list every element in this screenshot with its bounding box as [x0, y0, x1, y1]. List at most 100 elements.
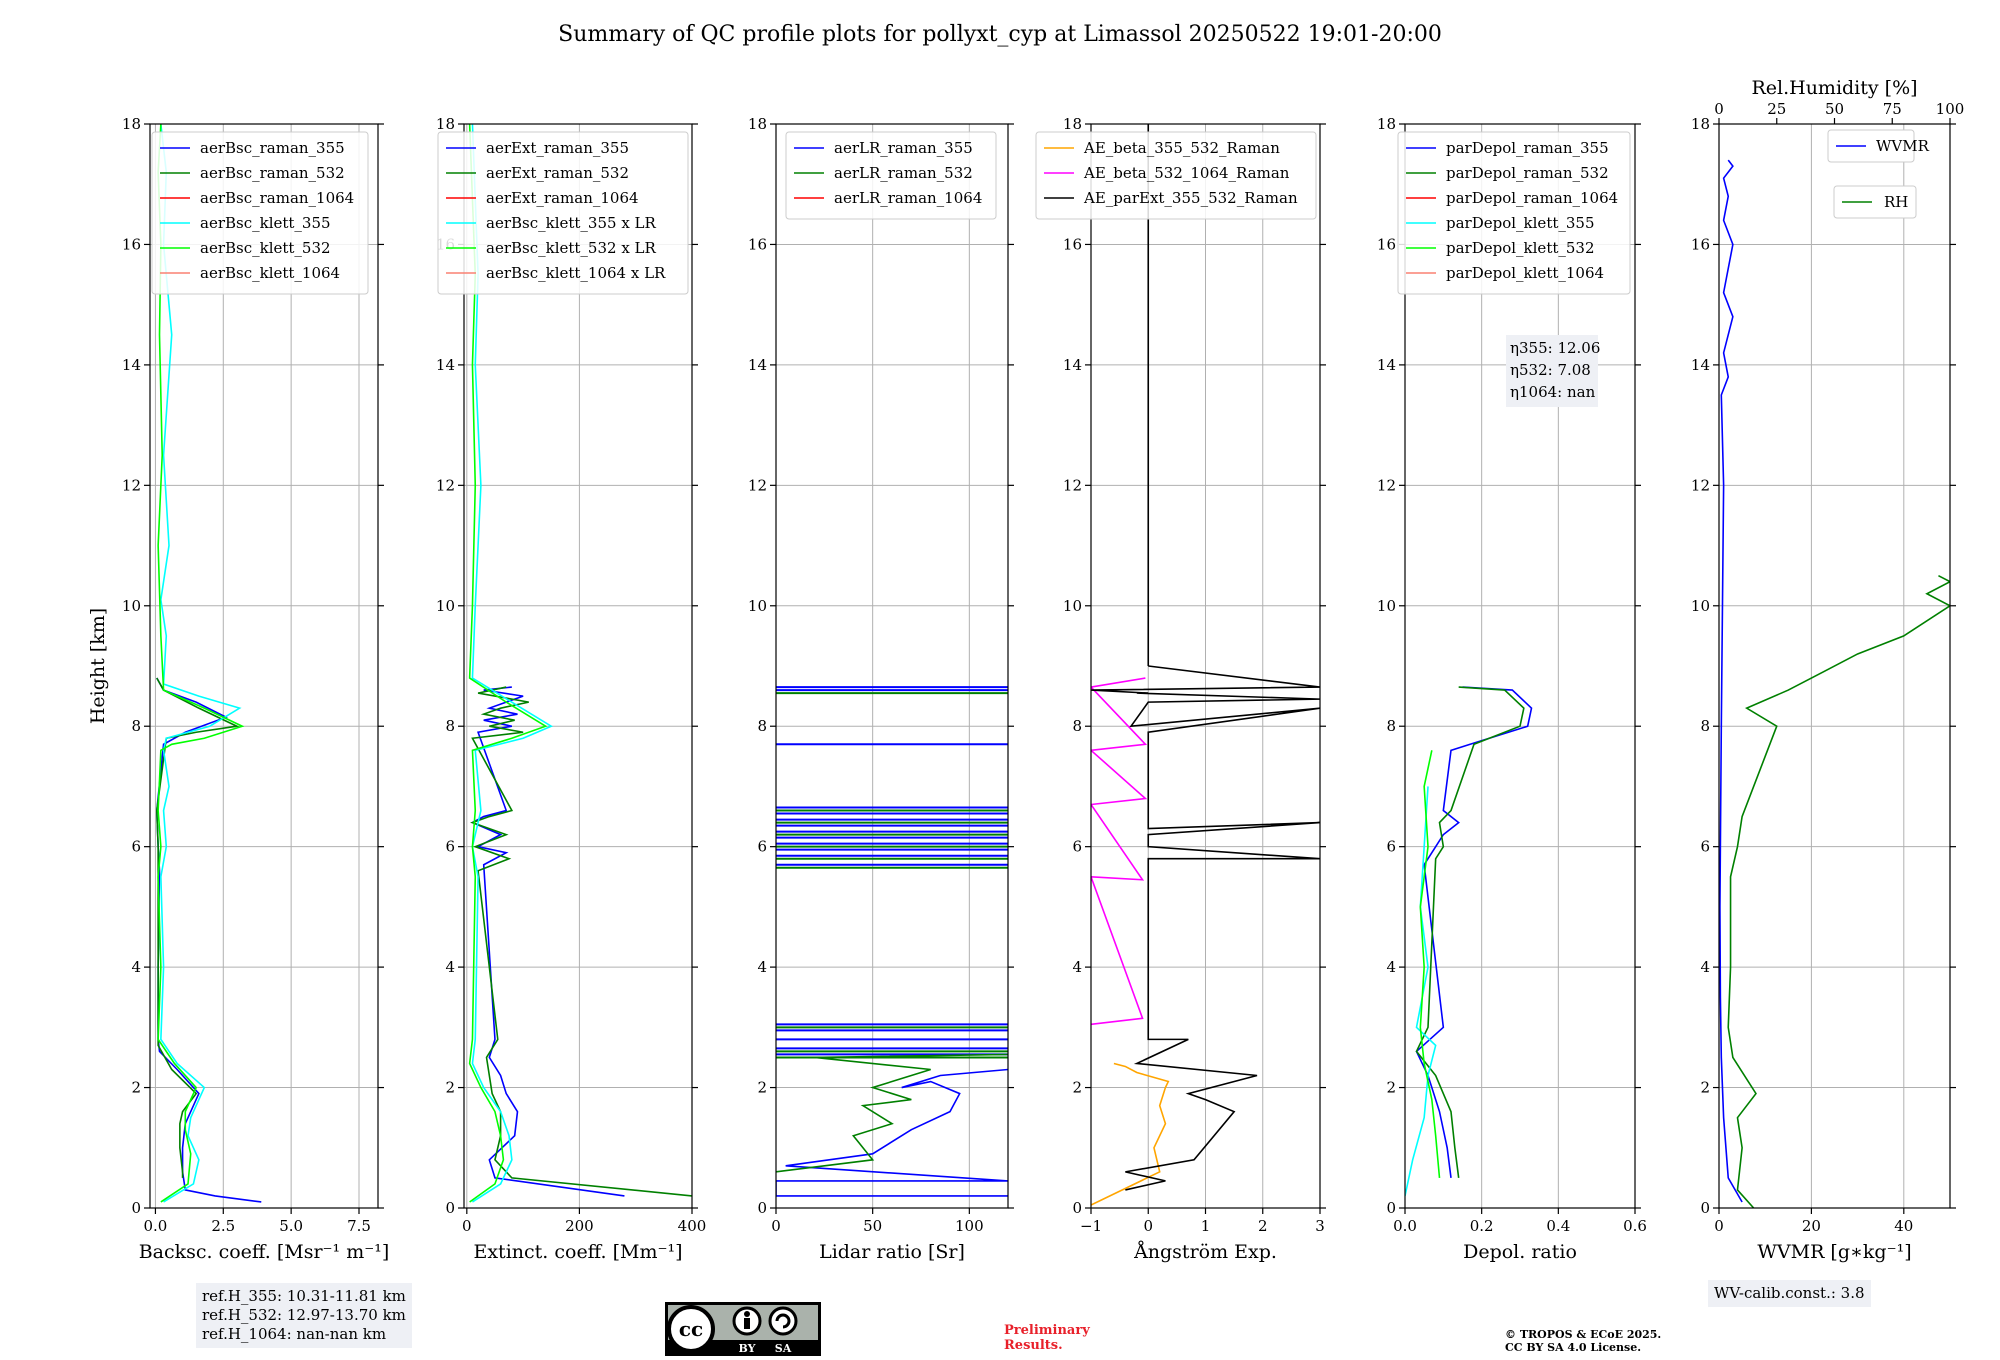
x-tick-label: 50: [863, 1217, 882, 1235]
y-tick-label: 16: [1691, 235, 1710, 253]
x-axis-label: Backsc. coeff. [Msr⁻¹ m⁻¹]: [139, 1241, 390, 1263]
copyright-line-2: CC BY SA 4.0 License.: [1505, 1341, 1642, 1354]
y-tick-label: 14: [1691, 356, 1710, 374]
y-tick-label: 10: [122, 597, 141, 615]
y-tick-label: 0: [1700, 1199, 1710, 1217]
plot-area: [1405, 686, 1533, 1197]
x-tick-label: 0.0: [143, 1217, 167, 1235]
legend-box: [785, 131, 997, 220]
y-tick-label: 12: [436, 476, 455, 494]
y-tick-label: 2: [445, 1079, 455, 1097]
legend-label: aerBsc_klett_355: [200, 214, 331, 232]
legend-label: parDepol_raman_355: [1446, 139, 1609, 157]
x-tick-label: 0: [1143, 1217, 1153, 1235]
series-RH: [1727, 574, 1950, 1208]
y-tick-label: 12: [1691, 476, 1710, 494]
legend-wvmr: WVMR: [1827, 129, 1930, 163]
y-tick-label: 10: [436, 597, 455, 615]
legend-label: aerBsc_raman_355: [200, 139, 345, 157]
eta-annotation-line: η532: 7.08: [1510, 361, 1591, 379]
x-tick-label: 0.0: [1393, 1217, 1417, 1235]
preliminary-line-1: Preliminary: [1004, 1323, 1090, 1338]
eta-annotation-line: η355: 12.06: [1510, 339, 1600, 357]
y-tick-label: 8: [1072, 717, 1082, 735]
x-axis-label: Depol. ratio: [1463, 1241, 1577, 1263]
y-tick-label: 4: [131, 958, 141, 976]
y-tick-label: 14: [436, 356, 455, 374]
y-axis-label: Height [km]: [87, 608, 109, 724]
y-tick-label: 0: [757, 1199, 767, 1217]
legend-label: aerBsc_klett_532 x LR: [486, 239, 657, 257]
page-title: Summary of QC profile plots for pollyxt_…: [558, 22, 1442, 47]
y-tick-label: 8: [1386, 717, 1396, 735]
legend-label: parDepol_klett_532: [1446, 239, 1595, 257]
legend-label: aerBsc_klett_1064 x LR: [486, 264, 666, 282]
x-tick-label: 400: [678, 1217, 707, 1235]
annotation-box: [1506, 335, 1598, 407]
y-tick-label: 18: [748, 115, 767, 133]
x-tick-label: −1: [1080, 1217, 1102, 1235]
sa-label: SA: [775, 1342, 792, 1355]
y-tick-label: 8: [131, 717, 141, 735]
legend-label: AE_beta_532_1064_Raman: [1083, 164, 1290, 182]
series-aerLR_raman_532: [776, 1053, 1008, 1173]
y-tick-label: 8: [757, 717, 767, 735]
legend-label: aerExt_raman_1064: [486, 189, 639, 207]
plot-area: [155, 124, 262, 1203]
y-tick-label: 6: [1072, 838, 1082, 856]
wv-calibration-constant: WV-calib.const.: 3.8: [1714, 1284, 1865, 1302]
x-top-tick-label: 50: [1825, 100, 1844, 118]
x-tick-label: 5.0: [279, 1217, 303, 1235]
y-tick-label: 16: [1377, 235, 1396, 253]
chart-panel-2: 0246810121416180200400Extinct. coeff. [M…: [436, 115, 706, 1263]
legend-box: [1035, 131, 1317, 220]
reference-height-box: ref.H_355: 10.31-11.81 km ref.H_532: 12.…: [196, 1283, 412, 1348]
axes-frame: [463, 123, 693, 1209]
y-tick-label: 2: [757, 1079, 767, 1097]
legend-label: parDepol_klett_355: [1446, 214, 1595, 232]
chart-panel-1: 0 2 4 6 8 10 12 14 16 18 0.0 2.5 5.0 7.5 Backsc. coeff…: [87, 115, 389, 1263]
y-tick-label: 10: [1063, 597, 1082, 615]
legend-box: [151, 131, 369, 295]
y-tick-label: 10: [1377, 597, 1396, 615]
legend-label: RH: [1884, 193, 1908, 211]
legend-rh: RH: [1833, 185, 1917, 219]
legend-box: [437, 131, 689, 295]
preliminary-line-2: Results.: [1004, 1338, 1063, 1353]
y-tick-label: 2: [1700, 1079, 1710, 1097]
series-aerBsc_klett_355: [160, 124, 242, 1203]
y-tick-label: 2: [131, 1079, 141, 1097]
y-tick-label: 18: [436, 115, 455, 133]
legend-box: [1833, 185, 1917, 219]
series-aerBsc_raman_532: [155, 677, 240, 1178]
legend-label: aerBsc_klett_532: [200, 239, 331, 257]
legend-label: aerExt_raman_355: [486, 139, 629, 157]
y-tick-label: 2: [1072, 1079, 1082, 1097]
legend-label: aerBsc_klett_355 x LR: [486, 214, 657, 232]
ref-height-355: ref.H_355: 10.31-11.81 km: [202, 1287, 406, 1305]
y-tick-label: 18: [1691, 115, 1710, 133]
y-tick-label: 12: [1063, 476, 1082, 494]
series-WVMR: [1719, 159, 1743, 1203]
legend: aerExt_raman_355 aerExt_raman_532 aerExt_r…: [437, 131, 689, 295]
y-tick-label: 6: [445, 838, 455, 856]
x-tick-label: 3: [1315, 1217, 1325, 1235]
x-tick-label: 40: [1894, 1217, 1913, 1235]
y-tick-label: 14: [1377, 356, 1396, 374]
eta-annotation: η355: 12.06 η532: 7.08 η1064: nan: [1506, 335, 1600, 407]
ref-height-1064: ref.H_1064: nan-nan km: [202, 1325, 387, 1343]
y-tick-label: 14: [748, 356, 767, 374]
x-top-tick-label: 0: [1714, 100, 1724, 118]
x-axis-label: Extinct. coeff. [Mm⁻¹]: [473, 1241, 682, 1263]
x-top-tick-label: 100: [1936, 100, 1965, 118]
x-tick-label: 2: [1258, 1217, 1268, 1235]
series-aerBsc_klett_532 x LR: [468, 124, 548, 1203]
y-tick-label: 4: [1072, 958, 1082, 976]
plot-area: [1719, 159, 1950, 1208]
plot-area: [776, 686, 1008, 1197]
x-tick-label: 0.2: [1470, 1217, 1494, 1235]
series-parDepol_klett_355: [1405, 786, 1437, 1197]
y-tick-label: 6: [1386, 838, 1396, 856]
x-tick-label: 0.4: [1546, 1217, 1570, 1235]
